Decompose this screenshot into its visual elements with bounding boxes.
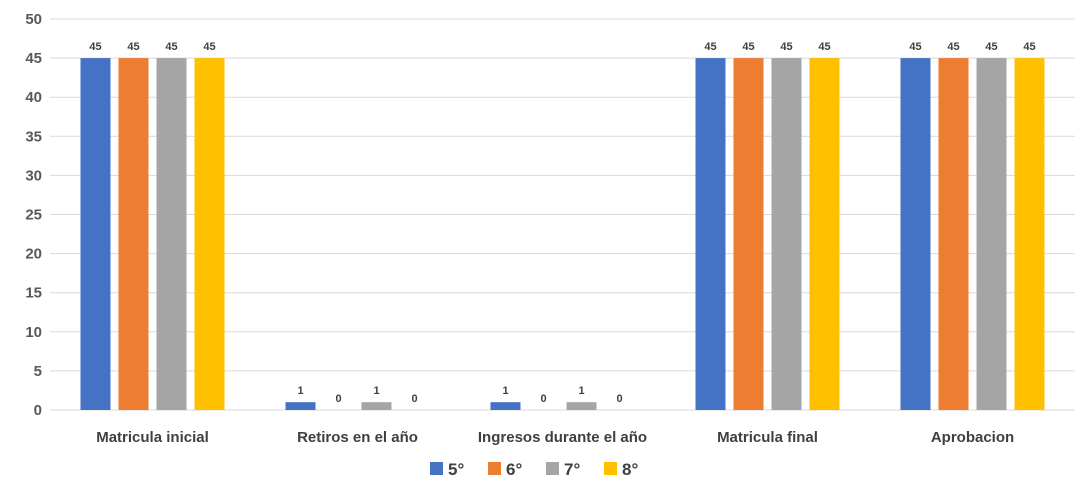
data-label: 0 (540, 393, 546, 405)
bar (809, 58, 840, 410)
bar (900, 58, 931, 410)
y-tick-label: 45 (25, 50, 42, 67)
legend-label: 6° (506, 460, 522, 479)
bar (490, 402, 521, 410)
y-tick-label: 35 (25, 128, 42, 145)
data-label: 45 (127, 41, 139, 53)
data-label: 0 (411, 393, 417, 405)
data-label: 45 (909, 41, 921, 53)
legend-label: 5° (448, 460, 464, 479)
data-label: 45 (742, 41, 754, 53)
y-tick-label: 25 (25, 207, 42, 224)
y-tick-label: 15 (25, 285, 42, 302)
bar (156, 58, 187, 410)
data-label: 45 (985, 41, 997, 53)
data-label: 45 (704, 41, 716, 53)
legend-label: 7° (564, 460, 580, 479)
legend: 5° 6° 7° 8° (430, 460, 638, 479)
data-label: 45 (165, 41, 177, 53)
data-label: 45 (947, 41, 959, 53)
y-tick-label: 40 (25, 89, 42, 106)
y-tick-label: 50 (25, 11, 42, 28)
bar (566, 402, 597, 410)
x-category-label: Matricula inicial (96, 429, 209, 446)
data-label: 45 (818, 41, 830, 53)
x-category-label: Ingresos durante el año (478, 429, 647, 446)
data-labels: 45 45 45 45 1 0 1 0 1 0 1 0 45 45 45 45 45 45 45 45 (89, 41, 1035, 405)
x-category-label: Retiros en el año (297, 429, 418, 446)
data-label: 1 (578, 385, 584, 397)
bars (80, 58, 1045, 410)
data-label: 0 (616, 393, 622, 405)
bar (285, 402, 316, 410)
bar (361, 402, 392, 410)
legend-swatch (488, 462, 501, 475)
x-category-label: Matricula final (717, 429, 818, 446)
data-label: 1 (373, 385, 379, 397)
legend-swatch (546, 462, 559, 475)
y-tick-label: 20 (25, 246, 42, 263)
bar (771, 58, 802, 410)
y-tick-label: 5 (34, 363, 42, 380)
data-label: 45 (780, 41, 792, 53)
bar (976, 58, 1007, 410)
bar (938, 58, 969, 410)
bar (695, 58, 726, 410)
data-label: 0 (335, 393, 341, 405)
x-category-label: Aprobacion (931, 429, 1014, 446)
y-tick-label: 10 (25, 324, 42, 341)
bar (118, 58, 149, 410)
data-label: 45 (1023, 41, 1035, 53)
y-axis-ticks: 0 5 10 15 20 25 30 35 40 45 50 (25, 11, 42, 419)
data-label: 1 (502, 385, 508, 397)
bar (1014, 58, 1045, 410)
data-label: 45 (89, 41, 101, 53)
legend-label: 8° (622, 460, 638, 479)
data-label: 1 (297, 385, 303, 397)
y-tick-label: 30 (25, 167, 42, 184)
y-tick-label: 0 (34, 402, 42, 419)
data-label: 45 (203, 41, 215, 53)
bar (194, 58, 225, 410)
bar (733, 58, 764, 410)
legend-swatch (604, 462, 617, 475)
x-axis-categories: Matricula inicial Retiros en el año Ingres… (96, 429, 1014, 446)
legend-swatch (430, 462, 443, 475)
bar (80, 58, 111, 410)
